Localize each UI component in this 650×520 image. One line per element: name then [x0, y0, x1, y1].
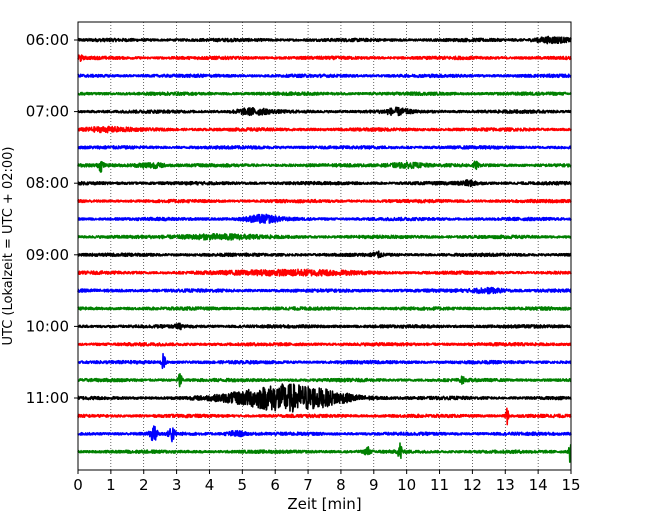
trace-0800	[77, 179, 572, 188]
x-tick-label: 7	[303, 476, 313, 494]
x-tick-label: 12	[463, 476, 482, 494]
x-tick-label: 6	[270, 476, 280, 494]
trace-1145	[77, 442, 572, 463]
trace-0845	[77, 232, 572, 241]
trace-1000	[77, 322, 572, 331]
x-tick-label: 3	[172, 476, 182, 494]
trace-0830	[77, 213, 572, 224]
trace-0815	[77, 198, 572, 204]
x-tick-label: 13	[496, 476, 515, 494]
trace-0915	[77, 268, 572, 277]
y-tick-label: 11:00	[26, 389, 69, 407]
trace-0615	[77, 54, 572, 63]
trace-1100	[77, 383, 572, 413]
x-tick-label: 15	[561, 476, 580, 494]
x-tick-label: 4	[205, 476, 215, 494]
trace-0930	[77, 286, 572, 295]
x-tick-label: 0	[73, 476, 83, 494]
x-axis: 0 1 2 3 4 5 6 7 8 9 10 11 12 13 14 15	[73, 470, 581, 494]
y-tick-label: 09:00	[26, 246, 69, 264]
y-tick-label: 06:00	[26, 31, 69, 49]
trace-1030	[77, 352, 572, 370]
plot-frame	[77, 21, 572, 471]
trace-1115	[77, 407, 572, 426]
trace-0630	[77, 73, 572, 79]
trace-0730	[77, 144, 572, 150]
x-tick-label: 2	[139, 476, 149, 494]
x-tick-label: 9	[369, 476, 379, 494]
x-tick-label: 11	[430, 476, 449, 494]
trace-1015	[77, 341, 572, 347]
y-tick-label: 08:00	[26, 174, 69, 192]
trace-0945	[77, 306, 572, 311]
y-axis-title: UTC (Lokalzeit = UTC + 02:00)	[1, 147, 16, 346]
trace-group	[77, 35, 572, 463]
x-tick-label: 10	[397, 476, 416, 494]
y-tick-label: 07:00	[26, 103, 69, 121]
trace-0715	[77, 125, 572, 134]
y-tick-label: 10:00	[26, 317, 69, 335]
trace-0600	[77, 35, 572, 45]
trace-0745	[77, 160, 572, 173]
x-tick-label: 1	[106, 476, 116, 494]
x-tick-label: 14	[529, 476, 548, 494]
trace-1130	[77, 425, 572, 443]
trace-0645	[77, 91, 572, 97]
x-axis-title: Zeit [min]	[287, 495, 361, 513]
trace-0900	[77, 250, 572, 259]
trace-0700	[77, 106, 572, 117]
x-tick-label: 5	[238, 476, 248, 494]
trace-1045	[77, 372, 572, 388]
x-tick-label: 8	[336, 476, 346, 494]
y-axis: 06:00 07:00 08:00 09:00 10:00 11:00	[26, 31, 78, 407]
